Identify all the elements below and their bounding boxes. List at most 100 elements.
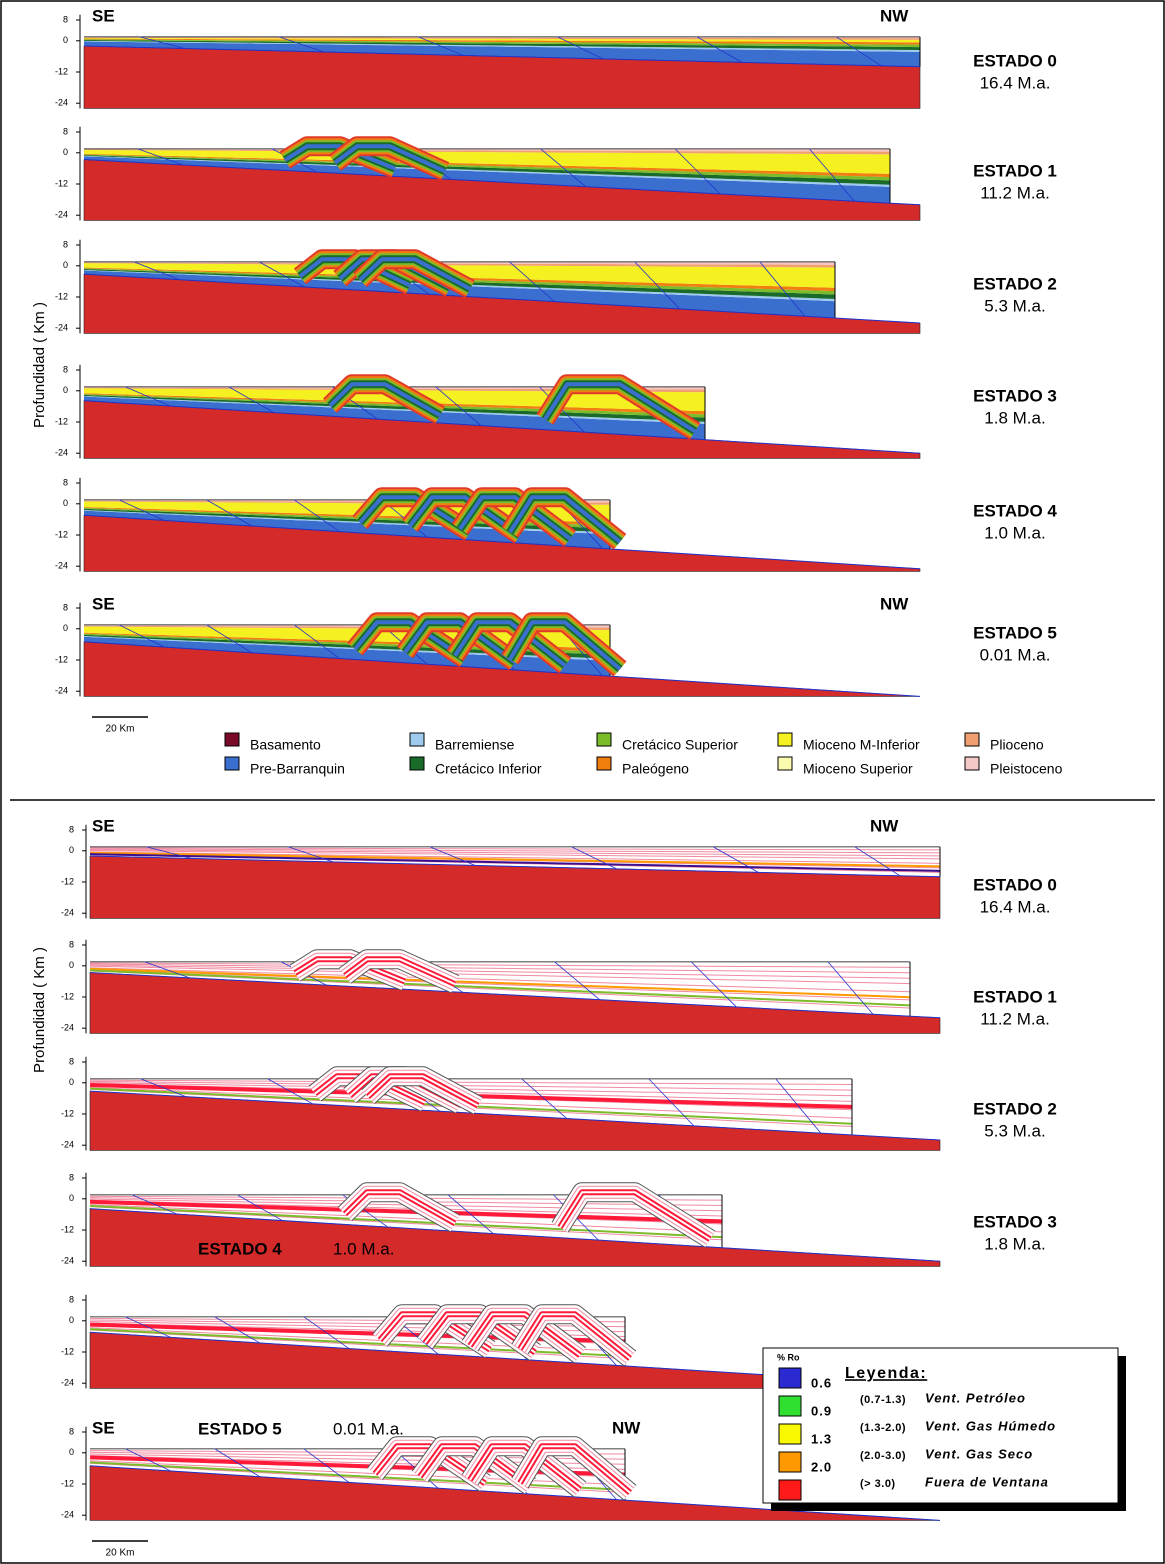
ro-swatch — [779, 1396, 801, 1416]
y-tick-label: -24 — [55, 448, 68, 458]
ro-swatch — [779, 1424, 801, 1444]
legend-label: Plioceno — [990, 737, 1044, 753]
y-tick-label: 8 — [69, 1294, 74, 1304]
direction-label: SE — [92, 1418, 115, 1437]
stage-age: 5.3 M.a. — [984, 296, 1045, 315]
stage-age: 16.4 M.a. — [980, 897, 1051, 916]
stage-label: ESTADO 4 — [198, 1239, 282, 1258]
y-axis-label: Profundidad ( Km ) — [31, 947, 48, 1073]
stage-label: ESTADO 2 — [973, 1099, 1057, 1118]
window-range: (0.7-1.3) — [860, 1394, 906, 1406]
window-name: Vent. Gas Húmedo — [925, 1418, 1056, 1433]
y-tick-label: -12 — [55, 654, 68, 664]
y-tick-label: -24 — [55, 561, 68, 571]
y-tick-label: -12 — [55, 66, 68, 76]
stage-age: 1.8 M.a. — [984, 1234, 1045, 1253]
window-range: (1.3-2.0) — [860, 1422, 906, 1434]
window-name: Fuera de Ventana — [925, 1474, 1049, 1489]
legend-swatch — [225, 757, 239, 770]
y-tick-label: -24 — [61, 908, 74, 918]
window-range: (> 3.0) — [860, 1478, 896, 1490]
y-axis-label: Profundidad ( Km ) — [31, 302, 48, 428]
y-tick-label: -24 — [55, 98, 68, 108]
scale-label: 20 Km — [106, 724, 135, 735]
legend-label: Barremiense — [435, 737, 515, 753]
legend-swatch — [778, 757, 792, 770]
ro-swatch — [779, 1480, 801, 1500]
direction-label: NW — [870, 816, 899, 835]
window-range: (2.0-3.0) — [860, 1450, 906, 1462]
y-tick-label: 8 — [63, 126, 68, 136]
y-tick-label: 0 — [69, 1447, 74, 1457]
y-tick-label: 0 — [69, 1193, 74, 1203]
y-tick-label: -12 — [61, 876, 74, 886]
cross-section — [90, 1076, 940, 1150]
y-tick-label: -24 — [55, 686, 68, 696]
stage-age: 1.0 M.a. — [333, 1239, 394, 1258]
ro-swatch — [779, 1452, 801, 1472]
window-name: Vent. Petróleo — [925, 1390, 1026, 1405]
legend-swatch — [965, 757, 979, 770]
y-tick-label: -24 — [61, 1378, 74, 1388]
direction-label: SE — [92, 594, 115, 613]
y-tick-label: 0 — [69, 960, 74, 970]
stage-label: ESTADO 1 — [973, 161, 1057, 180]
y-tick-label: 0 — [69, 845, 74, 855]
ro-threshold: 2.0 — [811, 1459, 832, 1474]
y-tick-label: -24 — [61, 1256, 74, 1266]
stage-age: 16.4 M.a. — [980, 73, 1051, 92]
legend-label: Paleógeno — [622, 761, 689, 777]
figure: Profundidad ( Km ) 8 0 -12 -24 ESTADO 0 16.4 M… — [0, 0, 1165, 1564]
y-tick-label: 0 — [69, 1077, 74, 1087]
ro-threshold: 0.9 — [811, 1403, 832, 1418]
y-tick-label: -24 — [55, 210, 68, 220]
y-tick-label: 8 — [69, 1172, 74, 1182]
y-tick-label: -12 — [61, 1478, 74, 1488]
stage-label: ESTADO 0 — [973, 51, 1057, 70]
y-tick-label: -12 — [55, 178, 68, 188]
y-tick-label: -12 — [61, 1346, 74, 1356]
direction-label: NW — [612, 1418, 641, 1437]
y-tick-label: 8 — [63, 602, 68, 612]
y-tick-label: 0 — [63, 147, 68, 157]
stage-label: ESTADO 1 — [973, 987, 1057, 1006]
legend-swatch — [778, 733, 792, 746]
legend-label: Pleistoceno — [990, 761, 1063, 777]
stage-age: 0.01 M.a. — [980, 645, 1051, 664]
legend-label: Cretácico Inferior — [435, 761, 542, 777]
y-tick-label: 8 — [63, 364, 68, 374]
y-tick-label: -12 — [55, 416, 68, 426]
cross-section — [84, 37, 920, 109]
stage-age: 1.0 M.a. — [984, 523, 1045, 542]
legend-label: Mioceno Superior — [803, 761, 913, 777]
cross-section — [84, 384, 920, 458]
legend-title: Leyenda: — [845, 1365, 927, 1382]
y-tick-label: 8 — [69, 939, 74, 949]
cross-section — [90, 959, 940, 1033]
stage-label: ESTADO 2 — [973, 274, 1057, 293]
legend-swatch — [410, 733, 424, 746]
y-tick-label: -12 — [55, 529, 68, 539]
stage-label: ESTADO 5 — [973, 623, 1057, 642]
y-tick-label: 8 — [69, 1056, 74, 1066]
legend-swatch — [597, 733, 611, 746]
stage-age: 11.2 M.a. — [980, 183, 1050, 202]
y-tick-label: -12 — [55, 291, 68, 301]
y-tick-label: 8 — [69, 1426, 74, 1436]
y-tick-label: 0 — [63, 260, 68, 270]
y-tick-label: -24 — [61, 1023, 74, 1033]
legend-swatch — [597, 757, 611, 770]
y-tick-label: 0 — [63, 35, 68, 45]
direction-label: SE — [92, 6, 115, 25]
cross-section — [84, 259, 920, 333]
y-tick-label: -12 — [61, 1108, 74, 1118]
y-tick-label: -12 — [61, 991, 74, 1001]
legend-label: Cretácico Superior — [622, 737, 738, 753]
legend-label: Pre-Barranquin — [250, 761, 345, 777]
ro-threshold: 1.3 — [811, 1431, 832, 1446]
stage-age: 0.01 M.a. — [333, 1419, 404, 1438]
cross-section — [84, 146, 920, 220]
y-tick-label: 0 — [63, 385, 68, 395]
legend-label: Mioceno M-Inferior — [803, 737, 920, 753]
y-tick-label: 8 — [63, 14, 68, 24]
